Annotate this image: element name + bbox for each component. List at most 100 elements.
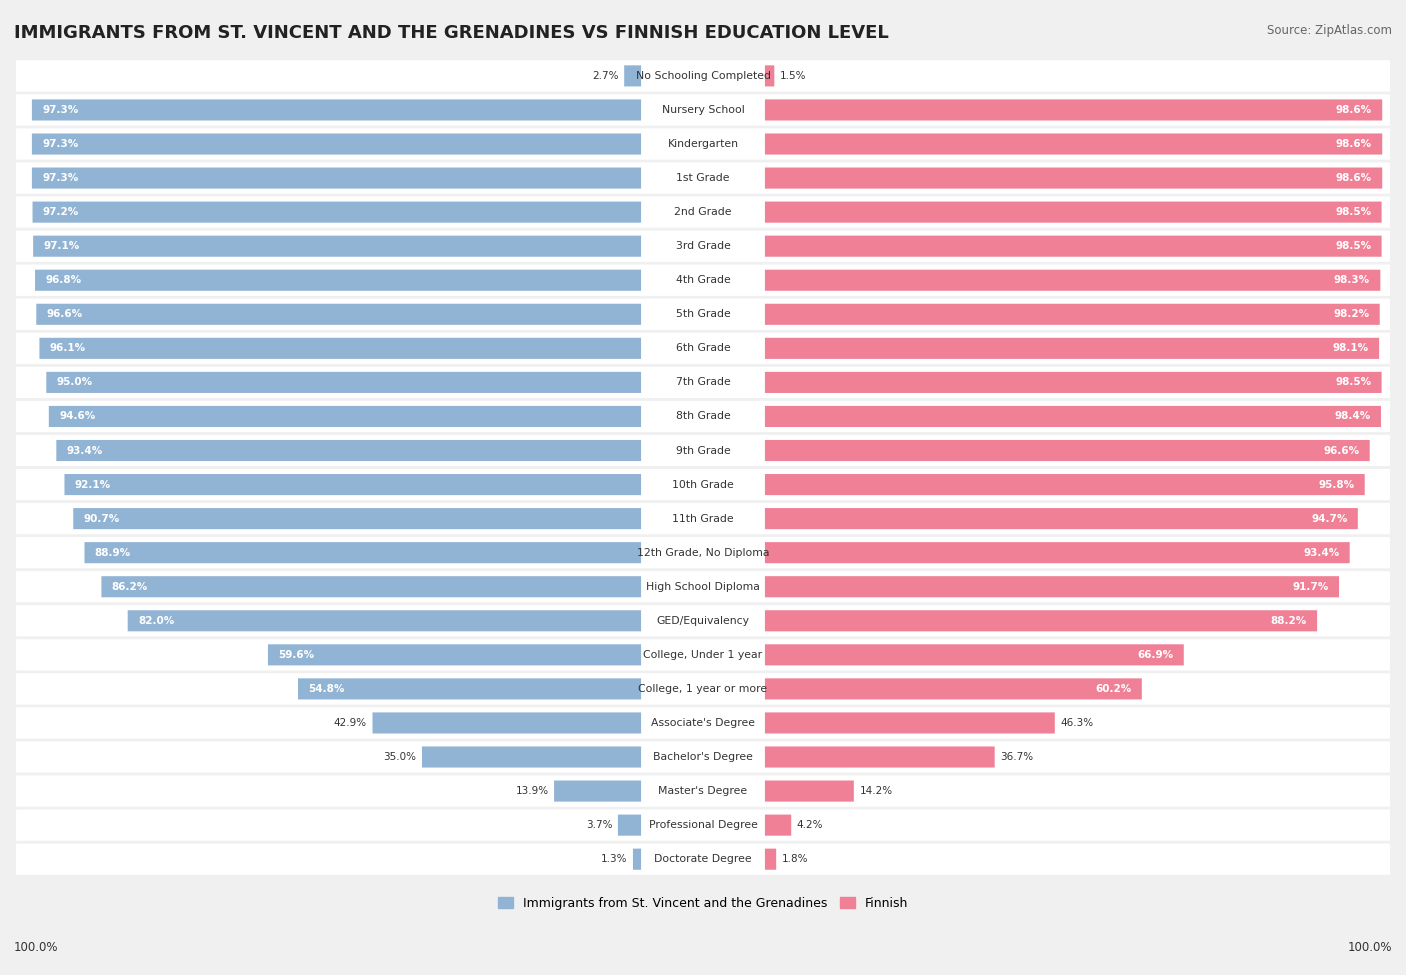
FancyBboxPatch shape: [32, 99, 641, 121]
Text: 2.7%: 2.7%: [592, 71, 619, 81]
Text: 98.6%: 98.6%: [1336, 174, 1372, 183]
FancyBboxPatch shape: [15, 195, 1391, 229]
FancyBboxPatch shape: [633, 848, 641, 870]
FancyBboxPatch shape: [298, 679, 641, 699]
FancyBboxPatch shape: [15, 639, 1391, 672]
FancyBboxPatch shape: [765, 304, 1379, 325]
FancyBboxPatch shape: [765, 747, 994, 767]
Text: 98.5%: 98.5%: [1336, 207, 1371, 217]
Text: 91.7%: 91.7%: [1292, 582, 1329, 592]
FancyBboxPatch shape: [765, 202, 1382, 222]
FancyBboxPatch shape: [15, 128, 1391, 161]
FancyBboxPatch shape: [15, 94, 1391, 127]
Text: 96.1%: 96.1%: [49, 343, 86, 353]
Text: 1.8%: 1.8%: [782, 854, 808, 864]
Text: 98.6%: 98.6%: [1336, 105, 1372, 115]
FancyBboxPatch shape: [15, 570, 1391, 604]
Text: 8th Grade: 8th Grade: [676, 411, 730, 421]
FancyBboxPatch shape: [32, 168, 641, 188]
FancyBboxPatch shape: [269, 644, 641, 665]
Text: 100.0%: 100.0%: [1347, 941, 1392, 955]
Text: Associate's Degree: Associate's Degree: [651, 718, 755, 728]
Text: 36.7%: 36.7%: [1000, 752, 1033, 762]
Text: 97.1%: 97.1%: [44, 241, 80, 252]
Text: 98.5%: 98.5%: [1336, 241, 1371, 252]
FancyBboxPatch shape: [373, 713, 641, 733]
Text: 7th Grade: 7th Grade: [676, 377, 730, 387]
FancyBboxPatch shape: [34, 236, 641, 256]
Text: 98.5%: 98.5%: [1336, 377, 1371, 387]
FancyBboxPatch shape: [765, 542, 1350, 564]
FancyBboxPatch shape: [765, 134, 1382, 155]
FancyBboxPatch shape: [15, 434, 1391, 467]
FancyBboxPatch shape: [15, 59, 1391, 93]
Text: 98.4%: 98.4%: [1334, 411, 1371, 421]
FancyBboxPatch shape: [15, 536, 1391, 569]
Text: No Schooling Completed: No Schooling Completed: [636, 71, 770, 81]
Text: 98.6%: 98.6%: [1336, 139, 1372, 149]
FancyBboxPatch shape: [39, 337, 641, 359]
Text: 3.7%: 3.7%: [586, 820, 613, 830]
Text: Master's Degree: Master's Degree: [658, 786, 748, 796]
FancyBboxPatch shape: [15, 263, 1391, 297]
FancyBboxPatch shape: [15, 502, 1391, 535]
FancyBboxPatch shape: [101, 576, 641, 598]
Text: 92.1%: 92.1%: [75, 480, 111, 489]
FancyBboxPatch shape: [765, 610, 1317, 632]
FancyBboxPatch shape: [15, 672, 1391, 706]
FancyBboxPatch shape: [765, 99, 1382, 121]
FancyBboxPatch shape: [765, 576, 1339, 598]
FancyBboxPatch shape: [15, 229, 1391, 263]
Legend: Immigrants from St. Vincent and the Grenadines, Finnish: Immigrants from St. Vincent and the Gren…: [494, 892, 912, 915]
Text: 1.3%: 1.3%: [600, 854, 627, 864]
Text: Nursery School: Nursery School: [662, 105, 744, 115]
Text: 90.7%: 90.7%: [83, 514, 120, 524]
Text: 100.0%: 100.0%: [14, 941, 59, 955]
Text: 1st Grade: 1st Grade: [676, 174, 730, 183]
Text: Source: ZipAtlas.com: Source: ZipAtlas.com: [1267, 24, 1392, 37]
Text: 94.7%: 94.7%: [1312, 514, 1347, 524]
Text: 10th Grade: 10th Grade: [672, 480, 734, 489]
FancyBboxPatch shape: [765, 679, 1142, 699]
Text: 93.4%: 93.4%: [1303, 548, 1340, 558]
Text: 82.0%: 82.0%: [138, 616, 174, 626]
Text: 98.3%: 98.3%: [1334, 275, 1369, 286]
Text: High School Diploma: High School Diploma: [647, 582, 759, 592]
FancyBboxPatch shape: [765, 337, 1379, 359]
FancyBboxPatch shape: [765, 371, 1382, 393]
Text: Doctorate Degree: Doctorate Degree: [654, 854, 752, 864]
Text: 96.6%: 96.6%: [46, 309, 83, 319]
FancyBboxPatch shape: [624, 65, 641, 87]
Text: GED/Equivalency: GED/Equivalency: [657, 616, 749, 626]
FancyBboxPatch shape: [65, 474, 641, 495]
Text: 95.0%: 95.0%: [56, 377, 93, 387]
FancyBboxPatch shape: [37, 304, 641, 325]
Text: 98.1%: 98.1%: [1333, 343, 1369, 353]
Text: 5th Grade: 5th Grade: [676, 309, 730, 319]
FancyBboxPatch shape: [49, 406, 641, 427]
Text: 3rd Grade: 3rd Grade: [675, 241, 731, 252]
FancyBboxPatch shape: [554, 781, 641, 801]
FancyBboxPatch shape: [15, 774, 1391, 807]
FancyBboxPatch shape: [15, 706, 1391, 740]
FancyBboxPatch shape: [15, 842, 1391, 876]
FancyBboxPatch shape: [422, 747, 641, 767]
Text: 13.9%: 13.9%: [516, 786, 548, 796]
FancyBboxPatch shape: [765, 270, 1381, 291]
FancyBboxPatch shape: [32, 134, 641, 155]
Text: 59.6%: 59.6%: [278, 650, 315, 660]
Text: Bachelor's Degree: Bachelor's Degree: [652, 752, 754, 762]
Text: 97.2%: 97.2%: [42, 207, 79, 217]
FancyBboxPatch shape: [765, 440, 1369, 461]
Text: 66.9%: 66.9%: [1137, 650, 1174, 660]
FancyBboxPatch shape: [15, 162, 1391, 195]
FancyBboxPatch shape: [765, 713, 1054, 733]
FancyBboxPatch shape: [46, 371, 641, 393]
FancyBboxPatch shape: [15, 808, 1391, 841]
Text: 12th Grade, No Diploma: 12th Grade, No Diploma: [637, 548, 769, 558]
Text: 42.9%: 42.9%: [333, 718, 367, 728]
FancyBboxPatch shape: [128, 610, 641, 632]
Text: 98.2%: 98.2%: [1333, 309, 1369, 319]
FancyBboxPatch shape: [84, 542, 641, 564]
Text: 2nd Grade: 2nd Grade: [675, 207, 731, 217]
